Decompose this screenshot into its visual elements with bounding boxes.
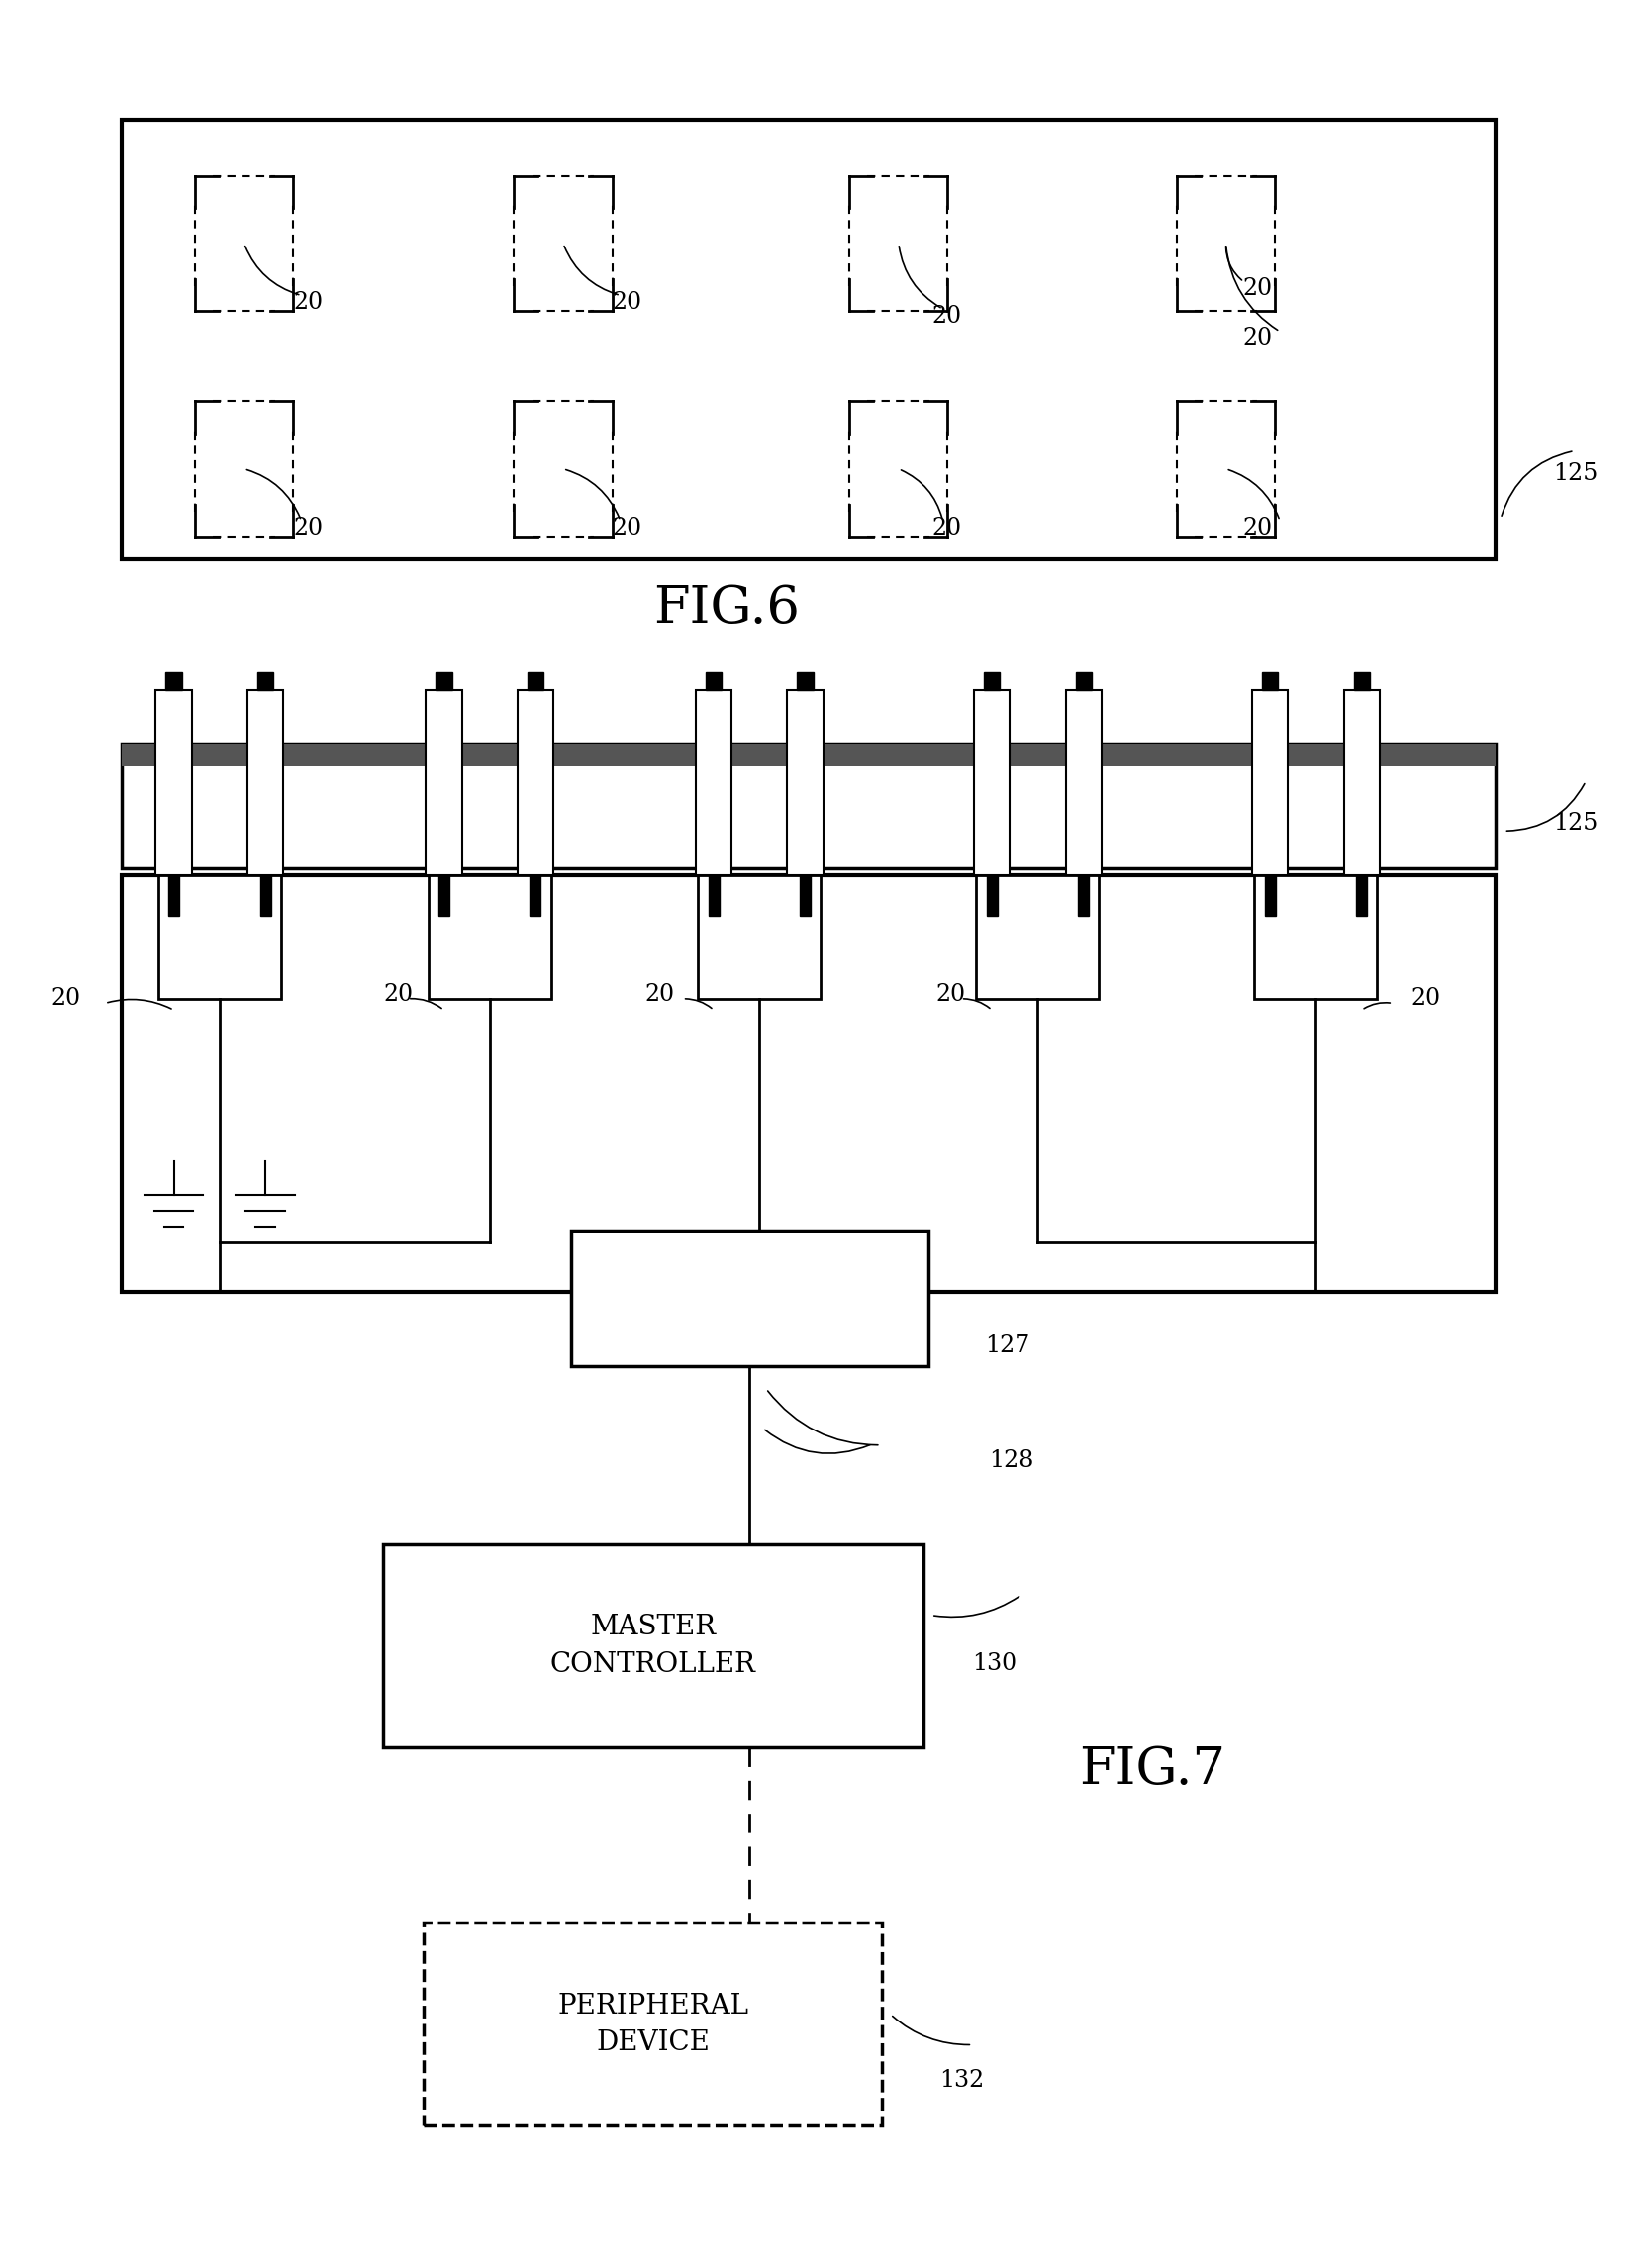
Bar (571, 1232, 927, 1365)
Bar (1353, 671, 1369, 689)
Bar (1252, 689, 1289, 875)
Bar (787, 689, 823, 875)
Bar (698, 875, 822, 998)
Bar (155, 689, 191, 875)
Text: FIG.6: FIG.6 (653, 583, 800, 635)
Text: MASTER
CONTROLLER: MASTER CONTROLLER (549, 1615, 756, 1678)
Bar (122, 120, 1497, 560)
Bar (439, 875, 449, 916)
Bar (1254, 875, 1378, 998)
Text: 125: 125 (1553, 463, 1597, 485)
Text: 130: 130 (972, 1653, 1016, 1676)
Text: 20: 20 (936, 982, 967, 1005)
Text: 20: 20 (645, 982, 675, 1005)
Text: 20: 20 (931, 304, 962, 327)
Bar (1077, 875, 1089, 916)
Bar (158, 875, 281, 998)
Bar (122, 744, 1497, 767)
Bar (1066, 689, 1102, 875)
Bar (424, 1923, 883, 2125)
Bar (383, 1545, 924, 1746)
Bar (122, 875, 1497, 1293)
Text: FIG.7: FIG.7 (1079, 1744, 1226, 1794)
Text: 20: 20 (383, 982, 412, 1005)
Bar (426, 689, 462, 875)
Bar (168, 875, 180, 916)
Text: 20: 20 (1411, 987, 1440, 1009)
Text: 128: 128 (988, 1449, 1033, 1472)
Bar (974, 689, 1010, 875)
Bar (987, 875, 997, 916)
Text: 125: 125 (1553, 812, 1597, 835)
Bar (1264, 875, 1275, 916)
Bar (257, 671, 274, 689)
Bar (800, 875, 810, 916)
Bar (1076, 671, 1092, 689)
Bar (1343, 689, 1379, 875)
Text: PERIPHERAL
DEVICE: PERIPHERAL DEVICE (558, 1994, 749, 2057)
Text: 20: 20 (931, 517, 962, 540)
Text: 20: 20 (51, 987, 81, 1009)
Bar (708, 875, 719, 916)
Bar (696, 689, 731, 875)
Text: 20: 20 (294, 517, 323, 540)
Text: 127: 127 (985, 1334, 1030, 1356)
Bar (518, 689, 553, 875)
Bar (1262, 671, 1279, 689)
Bar (261, 875, 271, 916)
Bar (983, 671, 1000, 689)
Text: 20: 20 (1242, 327, 1272, 349)
Text: 20: 20 (1242, 277, 1272, 299)
Bar (977, 875, 1099, 998)
Text: 20: 20 (612, 517, 642, 540)
Bar (429, 875, 551, 998)
Bar (165, 671, 182, 689)
Bar (247, 689, 284, 875)
Text: 20: 20 (1242, 517, 1272, 540)
Bar (530, 875, 541, 916)
Text: 20: 20 (294, 290, 323, 313)
Bar (706, 671, 721, 689)
Text: 20: 20 (612, 290, 642, 313)
Bar (797, 671, 813, 689)
Bar (436, 671, 452, 689)
Text: 132: 132 (939, 2068, 985, 2091)
Bar (528, 671, 543, 689)
Bar (1356, 875, 1368, 916)
Bar (122, 744, 1497, 869)
